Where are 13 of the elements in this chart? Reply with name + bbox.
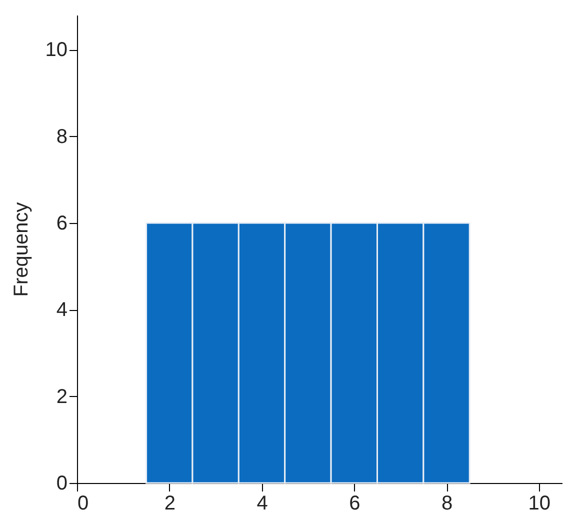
- y-tick-label: 2: [56, 386, 68, 408]
- x-tick-label: 0: [78, 492, 89, 514]
- x-tick-label: 4: [256, 492, 268, 514]
- x-tick-label: 6: [349, 492, 360, 514]
- y-tick-label: 8: [56, 126, 68, 148]
- x-tick-label: 8: [441, 492, 453, 514]
- y-axis-title: Frequency: [10, 202, 32, 297]
- x-tick-label: 2: [164, 492, 176, 514]
- y-tick-label: 4: [56, 299, 68, 322]
- x-tick-label: 10: [528, 492, 551, 514]
- y-tick-label: 10: [45, 39, 68, 62]
- y-tick-label: 0: [56, 472, 68, 494]
- y-tick-label: 6: [56, 212, 68, 234]
